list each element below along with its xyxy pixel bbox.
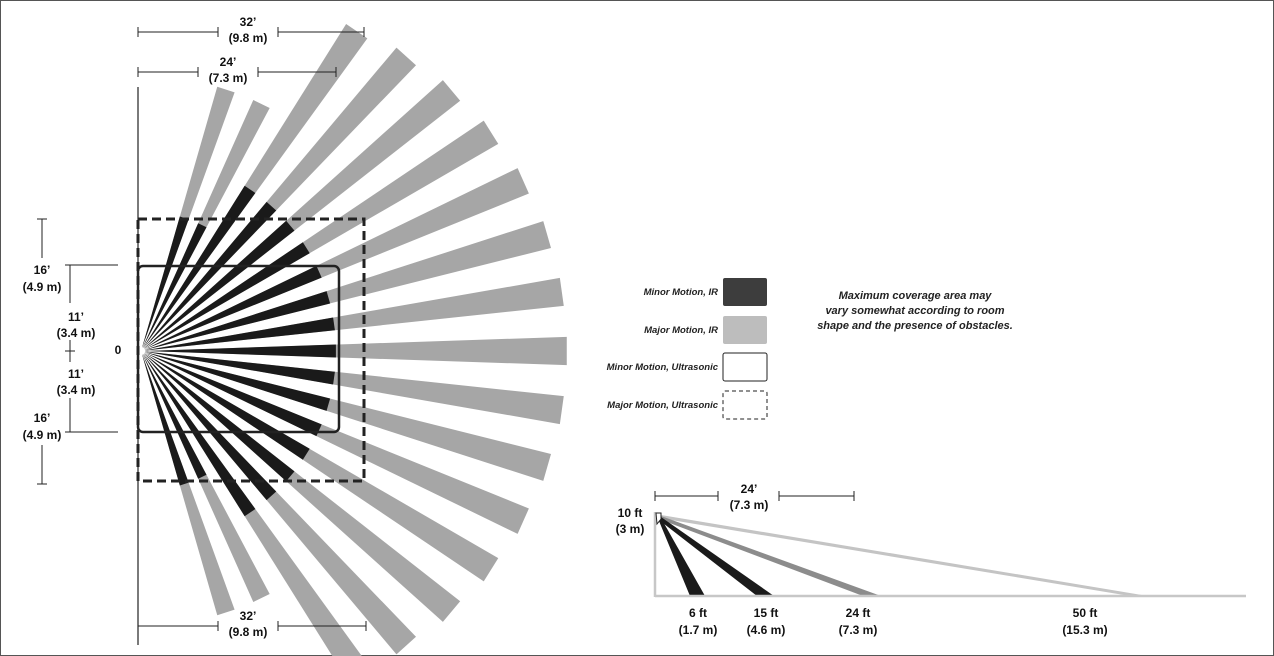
minor-ir-zone-8 [144, 291, 331, 350]
dim-left-lower-feet: 16’ [34, 411, 51, 425]
side-beam-6ft [659, 518, 705, 596]
minor-ir-zone-2 [142, 223, 207, 348]
side-dist-6ft: 6 ft [689, 606, 707, 620]
minor-ir-zone-11 [144, 351, 335, 385]
minor-ir-zone-1 [142, 216, 189, 348]
legend-label-major-ir: Major Motion, IR [644, 325, 718, 336]
dim-bottom-meters: (9.8 m) [229, 625, 268, 639]
side-dim-top-feet: 24’ [741, 482, 758, 496]
side-height-feet: 10 ft [618, 506, 643, 520]
dim-bottom-feet: 32’ [240, 609, 257, 623]
dim-left-upper-feet: 16’ [34, 263, 51, 277]
side-dist-15ft-meters: (4.6 m) [747, 623, 786, 637]
dim-top-inner-feet: 24’ [220, 55, 237, 69]
dim-left-inner-lower-meters: (3.4 m) [57, 383, 96, 397]
dimension-left-inner [65, 264, 118, 433]
coverage-note-line-2: vary somewhat according to room [825, 305, 1004, 317]
side-dist-24ft-meters: (7.3 m) [839, 623, 878, 637]
coverage-note-line-3: shape and the presence of obstacles. [817, 320, 1013, 332]
sensor-icon [655, 512, 662, 526]
side-dist-50ft: 50 ft [1073, 606, 1098, 620]
side-dist-6ft-meters: (1.7 m) [679, 623, 718, 637]
side-view-dimension-top [654, 491, 855, 501]
minor-ir-zone-4 [143, 201, 277, 349]
minor-ir-zone-17 [143, 354, 256, 517]
minor-ir-zone-5 [144, 220, 295, 349]
dimension-top-inner [137, 67, 337, 77]
origin-label: 0 [115, 343, 122, 357]
minor-ir-zone-12 [144, 352, 331, 411]
side-dist-15ft: 15 ft [754, 606, 779, 620]
minor-ir-zone-13 [144, 352, 322, 437]
minor-motion-ir-zones [142, 185, 336, 517]
legend-label-minor-ir: Minor Motion, IR [644, 287, 719, 298]
dim-top-outer-feet: 32’ [240, 15, 257, 29]
dim-left-inner-lower-feet: 11’ [68, 367, 84, 381]
dim-left-inner-upper-meters: (3.4 m) [57, 326, 96, 340]
legend-swatch-minor-ir [723, 278, 767, 306]
dim-left-upper-meters: (4.9 m) [23, 280, 62, 294]
side-beam-15ft [659, 517, 774, 596]
dimension-left-outer [37, 218, 47, 485]
legend-swatch-major-ir [723, 316, 767, 344]
side-beam-24ft [659, 516, 881, 596]
dim-top-inner-meters: (7.3 m) [209, 71, 248, 85]
side-dist-50ft-meters: (15.3 m) [1062, 623, 1107, 637]
dim-left-lower-meters: (4.9 m) [23, 428, 62, 442]
minor-ir-zone-10 [144, 344, 336, 358]
dim-left-inner-upper-feet: 11’ [68, 310, 84, 324]
minor-ir-zone-16 [143, 353, 277, 501]
minor-ir-zone-18 [142, 354, 207, 479]
side-height-meters: (3 m) [616, 522, 645, 536]
minor-ir-zone-15 [144, 353, 295, 482]
minor-ir-zone-19 [142, 354, 189, 486]
side-dim-top-meters: (7.3 m) [730, 498, 769, 512]
coverage-note-line-1: Maximum coverage area may [839, 290, 993, 302]
dimension-top-outer [137, 27, 365, 37]
major-ir-zone-10 [144, 336, 567, 366]
dimension-bottom [137, 621, 367, 631]
legend-swatch-minor-ultrasonic [722, 352, 768, 382]
legend-swatch-major-ultrasonic [722, 390, 768, 420]
minor-ir-zone-7 [144, 265, 322, 350]
minor-ir-zone-6 [144, 242, 310, 349]
minor-ir-zone-9 [144, 317, 335, 351]
legend-label-minor-ultrasonic: Minor Motion, Ultrasonic [607, 362, 719, 373]
side-dist-24ft: 24 ft [846, 606, 871, 620]
legend-label-major-ultrasonic: Major Motion, Ultrasonic [607, 400, 719, 411]
side-beam-50ft [659, 515, 1148, 596]
dim-top-outer-meters: (9.8 m) [229, 31, 268, 45]
